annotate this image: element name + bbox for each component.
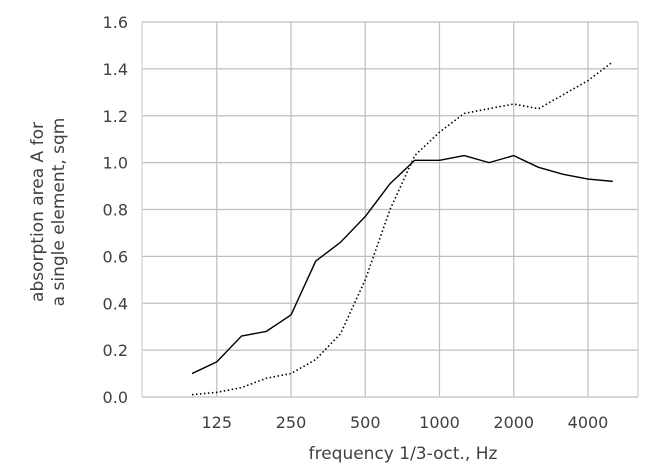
plot-frame bbox=[141, 22, 639, 397]
x-axis-ticks: 125 250 500 1000 2000 4000 bbox=[201, 413, 608, 432]
grid-lines bbox=[142, 21, 638, 398]
x-tick-label: 125 bbox=[201, 413, 232, 432]
series-layer bbox=[191, 61, 614, 396]
y-axis-title-line1: absorption area A for bbox=[28, 122, 48, 302]
y-tick-label: 1.0 bbox=[103, 154, 128, 173]
y-tick-label: 0.2 bbox=[103, 341, 128, 360]
x-axis-title: frequency 1/3-oct., Hz bbox=[309, 444, 498, 464]
x-tick-label: 250 bbox=[276, 413, 307, 432]
y-tick-label: 0.6 bbox=[103, 247, 128, 266]
x-tick-label: 4000 bbox=[568, 413, 609, 432]
x-tick-label: 2000 bbox=[493, 413, 534, 432]
y-axis-title-line2: a single element, sqm bbox=[49, 118, 69, 307]
y-tick-label: 0.0 bbox=[103, 388, 128, 407]
y-tick-label: 1.4 bbox=[103, 60, 128, 79]
y-axis-ticks: 0.0 0.2 0.4 0.6 0.8 1.0 1.2 1.4 1.6 bbox=[103, 13, 128, 407]
series-line-dotted bbox=[191, 61, 614, 396]
y-tick-label: 1.2 bbox=[103, 107, 128, 126]
y-tick-label: 0.4 bbox=[103, 294, 128, 313]
x-tick-label: 1000 bbox=[419, 413, 460, 432]
y-tick-label: 0.8 bbox=[103, 201, 128, 220]
x-tick-label: 500 bbox=[350, 413, 381, 432]
y-tick-label: 1.6 bbox=[103, 13, 128, 32]
series-line-solid bbox=[191, 154, 613, 375]
